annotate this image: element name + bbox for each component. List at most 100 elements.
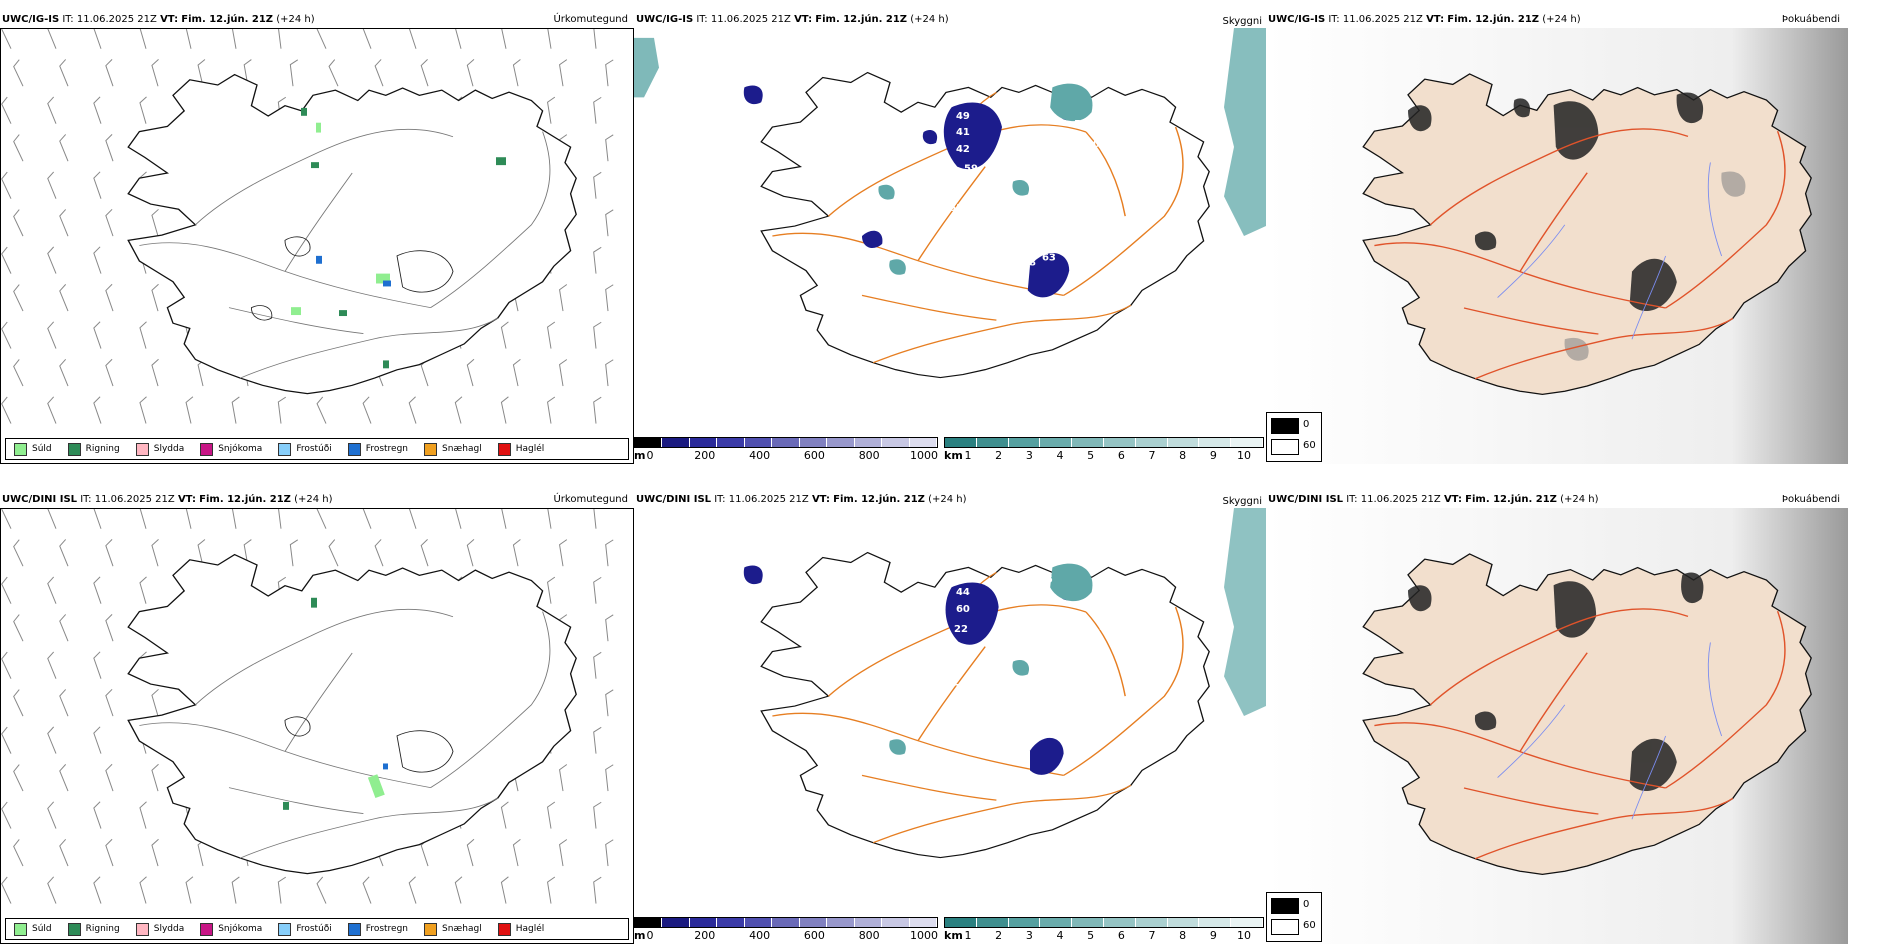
legend-swatch bbox=[424, 442, 438, 456]
wind-barb bbox=[59, 614, 69, 642]
colorbar-segment bbox=[635, 438, 663, 447]
wind-barb bbox=[547, 96, 556, 124]
rivers bbox=[1497, 162, 1723, 340]
wind-barb bbox=[231, 29, 240, 49]
wind-barb bbox=[559, 839, 568, 867]
wind-barb bbox=[151, 283, 159, 312]
wind-barb bbox=[59, 539, 69, 567]
wind-barb bbox=[454, 876, 463, 904]
wind-barb bbox=[47, 171, 57, 199]
colorbar-segment bbox=[976, 918, 1009, 927]
visibility-map-row2: 65 44 60 22 55 66 78 51 118 62 51 52 bbox=[634, 508, 1266, 914]
wind-barb bbox=[59, 359, 69, 387]
visibility-value: 52 bbox=[1029, 228, 1043, 239]
it-value: 11.06.2025 21Z bbox=[1360, 494, 1441, 505]
visibility-panel-row2: UWC/DINI ISL IT: 11.06.2025 21Z VT: Fim.… bbox=[634, 492, 1266, 944]
wind-barb bbox=[466, 539, 475, 567]
legend-label: Slydda bbox=[153, 924, 185, 934]
wind-barb bbox=[47, 96, 57, 124]
vt-label: VT: bbox=[794, 14, 813, 25]
visibility-value: 62 bbox=[1029, 703, 1043, 714]
fog-legend-light bbox=[1271, 919, 1299, 935]
wind-barb bbox=[243, 59, 252, 87]
panel-header: UWC/IG-IS IT: 11.06.2025 21Z VT: Fim. 12… bbox=[2, 14, 315, 25]
colorbar-tick: 600 bbox=[803, 929, 825, 942]
legend-label: Frostúði bbox=[296, 924, 332, 934]
wind-barb bbox=[593, 726, 602, 754]
colorbar-segment bbox=[799, 438, 828, 447]
legend-label: Rigning bbox=[85, 444, 120, 454]
wind-barb bbox=[13, 209, 24, 237]
visibility-value: 94 bbox=[886, 228, 900, 239]
visibility-map-svg: 65 44 60 22 55 66 78 51 118 62 51 52 bbox=[743, 508, 1266, 859]
wind-barb bbox=[59, 284, 69, 312]
colorbar-segment bbox=[717, 918, 745, 927]
colorbar-segment bbox=[1231, 438, 1263, 447]
colorbar-segment bbox=[689, 918, 718, 927]
colorbar-segment bbox=[1167, 918, 1200, 927]
wind-barb bbox=[1, 726, 12, 754]
visibility-value: 65 bbox=[956, 569, 970, 580]
wind-barb bbox=[105, 358, 114, 387]
wind-barb bbox=[47, 651, 57, 679]
colorbar-tick: 7 bbox=[1148, 929, 1156, 942]
wind-barb bbox=[59, 59, 69, 87]
legend-item-snæhagl: Snæhagl bbox=[424, 442, 482, 456]
wind-barb bbox=[93, 396, 102, 424]
legend-label: Haglél bbox=[515, 924, 545, 934]
colorbar-tick: 4 bbox=[1056, 929, 1064, 942]
colorbar-segment bbox=[1167, 438, 1200, 447]
wind-barb bbox=[185, 29, 194, 49]
it-value: 11.06.2025 21Z bbox=[94, 494, 175, 505]
vt-value: Fim. 12.jún. 21Z bbox=[815, 14, 908, 25]
it-value: 11.06.2025 21Z bbox=[76, 14, 157, 25]
wind-barb bbox=[1, 96, 12, 124]
colorbar-segment bbox=[717, 438, 745, 447]
wind-barb bbox=[93, 246, 102, 274]
panel-title: Úrkomutegund bbox=[553, 14, 628, 25]
wind-barb bbox=[289, 539, 299, 567]
wind-barb bbox=[512, 358, 521, 387]
wind-barb bbox=[13, 839, 24, 867]
visibility-value: 98 bbox=[1022, 258, 1036, 269]
colorbar-tick: 6 bbox=[1117, 929, 1125, 942]
legend-item-slydda: Slydda bbox=[135, 922, 185, 936]
legend-label: Snæhagl bbox=[442, 924, 482, 934]
colorbar-segment bbox=[1072, 918, 1104, 927]
legend-label: Rigning bbox=[85, 924, 120, 934]
wind-barb bbox=[93, 29, 102, 49]
wind-barb bbox=[593, 801, 602, 829]
wind-barb bbox=[93, 509, 102, 529]
wind-barb bbox=[47, 576, 57, 604]
vt-label: VT: bbox=[1443, 494, 1462, 505]
fog-map-row2 bbox=[1266, 508, 1848, 944]
wind-barb bbox=[316, 29, 327, 49]
legend-label: Frostúði bbox=[296, 444, 332, 454]
colorbar-tick: 5 bbox=[1087, 449, 1095, 462]
colorbar-tick: 8 bbox=[1179, 929, 1187, 942]
colorbar-segment bbox=[882, 438, 910, 447]
wind-barb bbox=[500, 396, 509, 424]
wind-barb bbox=[1, 246, 12, 274]
colorbar-segment bbox=[827, 438, 855, 447]
colorbar-tick: 2 bbox=[995, 929, 1003, 942]
model-name: UWC/DINI ISL bbox=[1268, 494, 1344, 505]
wind-barb bbox=[408, 876, 417, 904]
wind-barb bbox=[512, 539, 521, 567]
colorbar-segment bbox=[1008, 438, 1041, 447]
colorbar-segment bbox=[689, 438, 718, 447]
panel-header: UWC/IG-IS IT: 11.06.2025 21Z VT: Fim. 12… bbox=[636, 14, 949, 25]
colorbar-segment bbox=[909, 438, 937, 447]
legend-label: Súld bbox=[32, 444, 52, 454]
wind-barb bbox=[47, 876, 57, 904]
colorbar-segment bbox=[882, 918, 910, 927]
wind-barb bbox=[547, 321, 556, 349]
wind-barb bbox=[105, 838, 114, 867]
wind-barb bbox=[47, 396, 57, 424]
it-label: IT: bbox=[714, 494, 726, 505]
colorbar-tick: 1 bbox=[964, 929, 972, 942]
precip-map-svg bbox=[1, 509, 614, 904]
wind-barb bbox=[151, 539, 159, 567]
visibility-map-row1: 55 49 41 42 59 61 81 57 100 13 94 61 52 98 63 78 bbox=[634, 28, 1266, 434]
visibility-value: 118 bbox=[954, 683, 975, 694]
